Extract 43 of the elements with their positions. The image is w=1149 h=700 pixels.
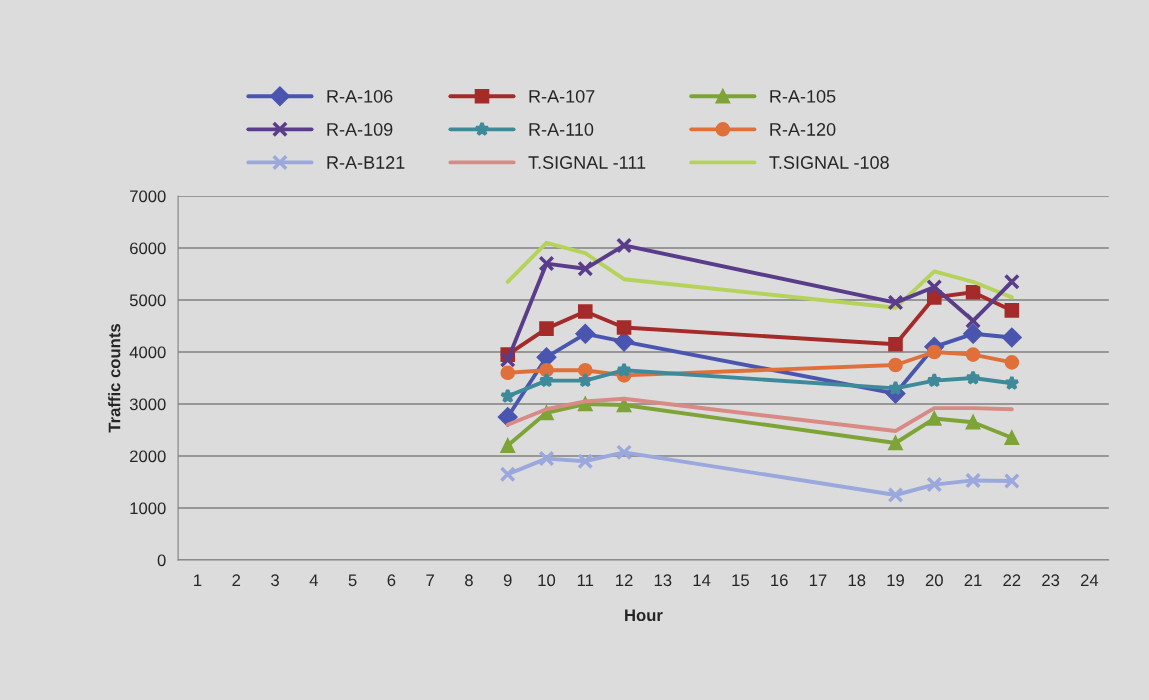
y-tick-label: 0 <box>157 554 166 567</box>
y-tick-label: 3000 <box>129 398 166 411</box>
x-tick-label: 7 <box>426 574 434 586</box>
x-tick-label: 23 <box>1042 574 1060 587</box>
x-tick-label: 11 <box>577 574 594 586</box>
y-tick-label: 2000 <box>130 450 166 463</box>
x-tick-label: 18 <box>848 574 866 587</box>
x-tick-label: 5 <box>348 574 357 587</box>
legend-label: R-A-105 <box>770 89 836 103</box>
legend-label: T.SIGNAL -111 <box>528 156 646 169</box>
x-tick-label: 2 <box>232 574 241 586</box>
x-tick-label: 10 <box>538 574 556 587</box>
x-tick-label: 21 <box>964 574 982 586</box>
x-tick-label: 1 <box>194 574 202 586</box>
x-axis-title: Hour <box>625 609 663 622</box>
x-tick-label: 16 <box>771 574 788 587</box>
legend-label: R-A-106 <box>327 89 393 103</box>
x-tick-label: 19 <box>887 574 904 587</box>
x-tick-label: 24 <box>1080 574 1099 586</box>
y-tick-label: 4000 <box>129 346 166 359</box>
legend-label: R-A-110 <box>529 123 594 136</box>
x-tick-label: 8 <box>465 574 473 587</box>
x-tick-label: 9 <box>503 574 512 587</box>
x-tick-label: 14 <box>693 574 711 586</box>
x-tick-label: 12 <box>616 574 633 586</box>
y-axis-title: Traffic counts <box>108 324 121 433</box>
x-tick-label: 3 <box>271 574 279 587</box>
y-tick-label: 6000 <box>130 242 166 255</box>
legend-label: R-A-B121 <box>327 156 405 169</box>
x-tick-label: 20 <box>925 574 943 587</box>
legend-label: T.SIGNAL -108 <box>769 156 889 169</box>
x-tick-label: 22 <box>1003 574 1021 586</box>
x-tick-label: 15 <box>732 574 749 587</box>
x-tick-label: 6 <box>387 574 396 587</box>
legend-label: R-A-109 <box>327 123 393 136</box>
y-tick-label: 1000 <box>130 502 166 515</box>
x-tick-label: 13 <box>654 574 672 587</box>
legend-label: R-A-107 <box>529 89 595 103</box>
x-tick-label: 17 <box>809 574 827 586</box>
y-tick-label: 5000 <box>129 294 166 307</box>
y-tick-label: 7000 <box>130 190 166 203</box>
x-tick-label: 4 <box>309 574 318 586</box>
legend-label: R-A-120 <box>770 123 836 136</box>
